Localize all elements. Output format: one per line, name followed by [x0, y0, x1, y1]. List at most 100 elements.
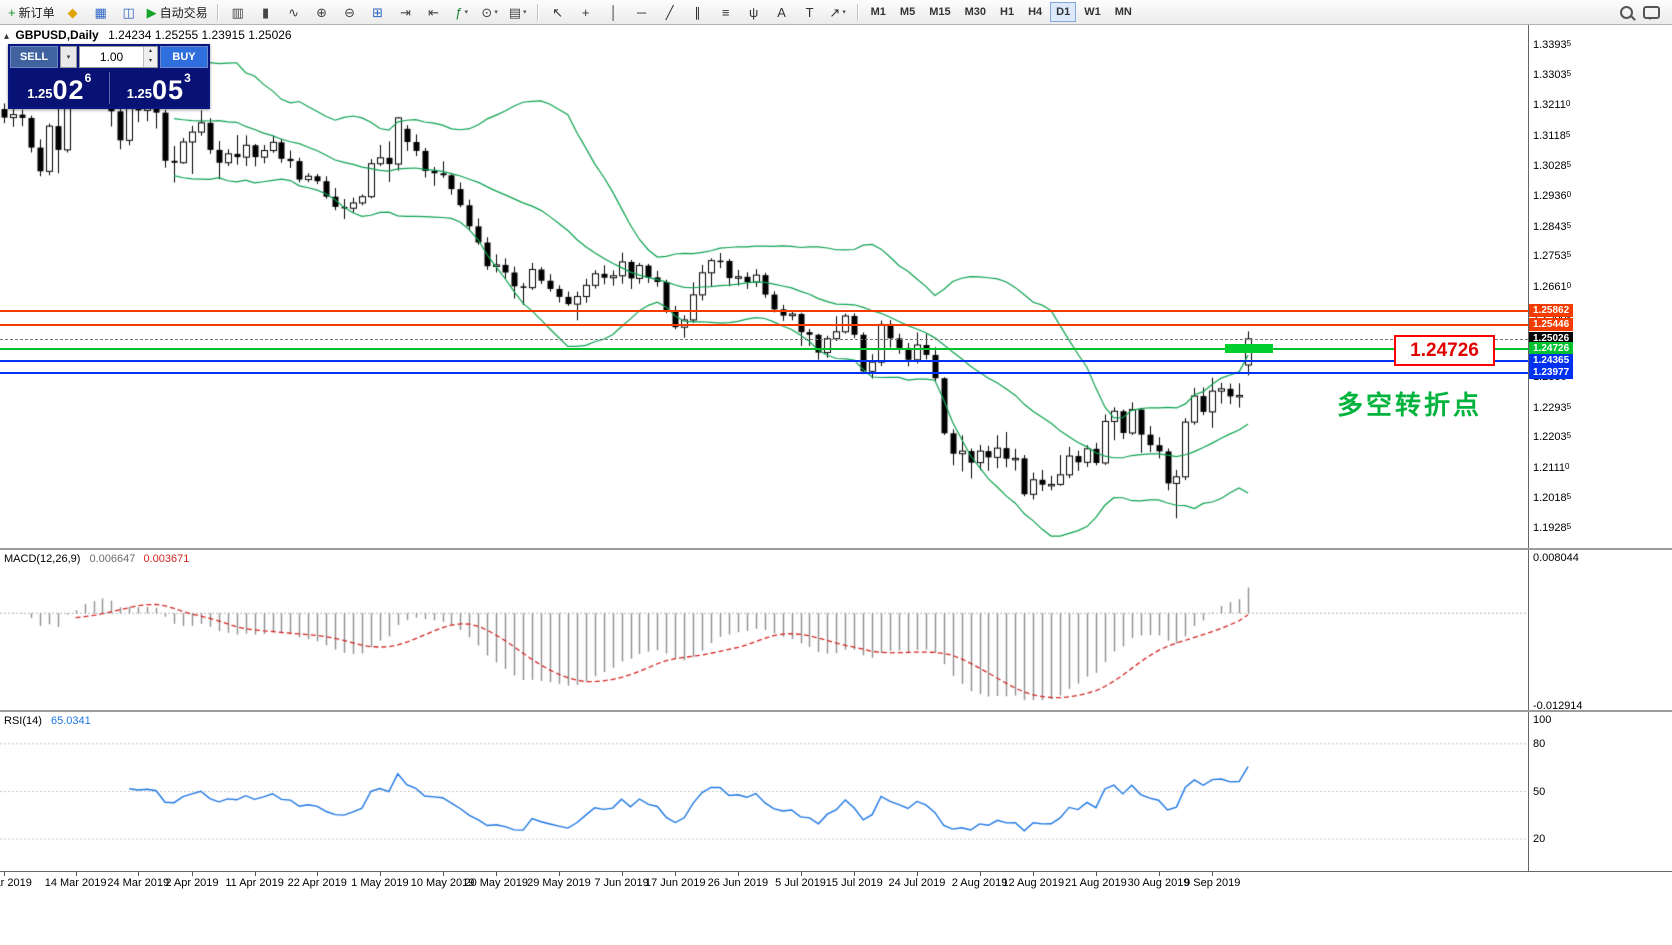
templates-icon: ▤ — [508, 4, 522, 20]
rsi-indicator-canvas[interactable] — [0, 712, 1528, 871]
price-line-tag: 1.24726 — [1529, 341, 1574, 355]
sell-button[interactable]: SELL — [10, 46, 58, 68]
horizontal-line-button[interactable]: ─ — [628, 1, 656, 23]
price-line-tag: 1.25026 — [1529, 331, 1574, 345]
equidistant-channel-button[interactable]: ∥ — [684, 1, 712, 23]
price-line-tag: 1.23977 — [1529, 366, 1574, 380]
bar-chart-icon: ▥ — [231, 4, 244, 20]
cursor-icon: ↖ — [552, 4, 564, 20]
price-chart-canvas[interactable] — [0, 24, 1528, 548]
trendline-button[interactable]: ╱ — [656, 1, 684, 23]
tile-windows-button[interactable]: ⊞ — [364, 1, 392, 23]
timeframe-h4-button[interactable]: H4 — [1028, 6, 1043, 18]
price-axis-label: 1.28435 — [1533, 221, 1571, 233]
volume-dropdown-button[interactable]: ▾ — [60, 46, 77, 68]
horizontal-line-icon: ─ — [637, 4, 647, 20]
search-icon[interactable] — [1620, 5, 1633, 19]
text-label-button[interactable]: T — [796, 1, 824, 23]
timeframe-d1-button[interactable]: D1 — [1050, 2, 1077, 22]
toolbar-line-studies-group: ↖ + │ ─ ╱ ∥ ≡ ψ A T ↗ ▾ — [544, 1, 852, 23]
toolbar-separator — [856, 3, 859, 21]
time-axis-tick — [379, 872, 381, 876]
price-axis-label-sup: 5 — [1566, 492, 1572, 502]
buy-button[interactable]: BUY — [160, 46, 208, 68]
price-axis-label: 1.33935 — [1533, 39, 1571, 51]
time-axis-label: 15 Jul 2019 — [825, 877, 883, 889]
chart-shift-button[interactable]: ⇤ — [420, 1, 448, 23]
crosshair-button[interactable]: + — [572, 1, 600, 23]
timeframe-h1-button[interactable]: H1 — [1000, 6, 1015, 18]
price-axis-label-sup: 5 — [1566, 39, 1572, 49]
rsi-axis-label: 80 — [1533, 737, 1546, 750]
sell-price-button[interactable]: 1.25 02 6 — [10, 69, 109, 107]
candlestick-chart-button[interactable]: ▮ — [252, 1, 280, 23]
volume-increase-button[interactable]: ▴ — [144, 47, 157, 57]
autotrading-button[interactable]: ▶ 自动交易 — [143, 1, 212, 23]
price-axis-label-main: 1.3118 — [1533, 129, 1566, 142]
timeframe-m30-button[interactable]: M30 — [964, 6, 986, 18]
volume-input[interactable]: 1.00 — [99, 50, 124, 64]
navigator-icon: ◫ — [122, 4, 135, 20]
andrews-pitchfork-icon: ψ — [748, 4, 759, 20]
text-button[interactable]: A — [768, 1, 796, 23]
templates-button[interactable]: ▤ ▾ — [504, 1, 532, 23]
vertical-line-button[interactable]: │ — [600, 1, 628, 23]
turning-point-highlight[interactable] — [1225, 344, 1273, 353]
time-axis-tick — [979, 872, 981, 876]
zoom-in-icon: ⊕ — [316, 4, 328, 20]
price-axis-label: 1.22935 — [1533, 402, 1571, 414]
community-icon[interactable] — [1643, 5, 1660, 20]
fibonacci-button[interactable]: ≡ — [712, 1, 740, 23]
profiles-button[interactable]: ◆ — [59, 1, 87, 23]
time-axis-label: 11 Apr 2019 — [225, 877, 284, 889]
time-axis-label: 24 Mar 2019 — [107, 877, 170, 889]
andrews-pitchfork-button[interactable]: ψ — [740, 1, 768, 23]
timeframe-w1-button[interactable]: W1 — [1084, 6, 1101, 18]
periods-button[interactable]: ⊙ ▾ — [476, 1, 504, 23]
buy-price-prefix: 1.25 — [126, 86, 153, 101]
timeframe-m1-button[interactable]: M1 — [870, 6, 886, 18]
auto-scroll-icon: ⇥ — [400, 4, 412, 20]
equidistant-channel-icon: ∥ — [694, 4, 701, 20]
macd-indicator-canvas[interactable] — [0, 550, 1528, 710]
time-axis-label: 26 Jun 2019 — [707, 877, 769, 889]
arrows-button[interactable]: ↗ ▾ — [824, 1, 852, 23]
timeframe-mn-button[interactable]: MN — [1114, 6, 1132, 18]
volume-field: 1.00 ▴ ▾ — [79, 46, 158, 68]
time-axis-tick — [496, 872, 498, 876]
time-axis-tick — [1158, 872, 1160, 876]
timeframe-m15-button[interactable]: M15 — [929, 6, 951, 18]
price-axis-label: 1.29360 — [1533, 190, 1571, 202]
navigator-button[interactable]: ◫ — [115, 1, 143, 23]
timeframe-m5-button[interactable]: M5 — [899, 6, 916, 18]
new-order-button[interactable]: + 新订单 — [4, 1, 59, 23]
indicators-button[interactable]: ƒ ▾ — [448, 1, 476, 23]
volume-decrease-button[interactable]: ▾ — [144, 57, 157, 67]
auto-scroll-button[interactable]: ⇥ — [392, 1, 420, 23]
buy-price-sup: 3 — [184, 71, 191, 85]
autotrading-label: 自动交易 — [159, 5, 208, 20]
market-watch-button[interactable]: ▦ — [87, 1, 115, 23]
zoom-out-button[interactable]: ⊖ — [336, 1, 364, 23]
price-axis-label-main: 1.2843 — [1533, 220, 1567, 233]
toolbar-separator — [216, 3, 219, 21]
price-axis-label: 1.21110 — [1533, 462, 1569, 474]
price-axis-label-main: 1.2936 — [1533, 190, 1567, 203]
periods-icon: ⊙ — [481, 4, 493, 20]
line-chart-button[interactable]: ∿ — [280, 1, 308, 23]
one-click-toggle-icon[interactable]: ▴ — [4, 31, 10, 42]
rsi-axis-label: 50 — [1533, 785, 1546, 798]
panel-splitter[interactable] — [0, 710, 1672, 712]
panel-splitter[interactable] — [0, 548, 1672, 550]
turning-point-text: 多空转折点 — [1337, 390, 1483, 420]
price-axis-label: 1.27535 — [1533, 250, 1571, 262]
zoom-in-button[interactable]: ⊕ — [308, 1, 336, 23]
bar-chart-button[interactable]: ▥ — [224, 1, 252, 23]
price-callout-box[interactable]: 1.24726 — [1394, 335, 1495, 366]
buy-price-button[interactable]: 1.25 05 3 — [110, 69, 209, 107]
cursor-button[interactable]: ↖ — [544, 1, 572, 23]
time-axis-tick — [675, 872, 677, 876]
toolbar: + 新订单 ◆ ▦ ◫ ▶ 自动交易 ▥ ▮ ∿ ⊕ ⊖ ⊞ ⇥ ⇤ ƒ ▾ ⊙ ▾ ▤ ▾ ↖ + │ ─ ╱ ∥ ≡ ψ A T ↗ ▾… — [0, 0, 1672, 25]
chart-symbol-label: GBPUSD,Daily — [15, 28, 99, 42]
